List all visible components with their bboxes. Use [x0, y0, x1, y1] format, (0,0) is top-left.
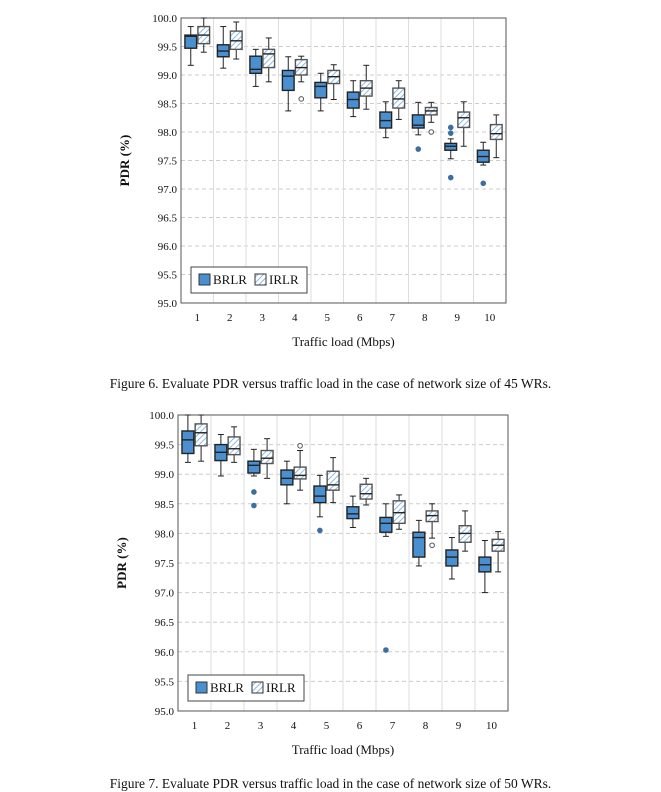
- x-tick-label: 1: [195, 312, 201, 324]
- x-tick-label: 7: [390, 312, 396, 324]
- y-tick-label: 98.0: [155, 528, 175, 540]
- irlr-box: [262, 48, 276, 69]
- y-tick-label: 95.5: [158, 270, 178, 282]
- brlr-box: [184, 34, 198, 49]
- x-tick-label: 2: [227, 312, 233, 324]
- brlr-outlier: [447, 174, 454, 181]
- x-tick-label: 5: [324, 720, 330, 732]
- y-tick-label: 96.0: [158, 241, 178, 253]
- legend-swatch-irlr: [251, 681, 264, 694]
- x-tick-label: 2: [225, 720, 231, 732]
- irlr-box: [359, 483, 373, 500]
- y-tick-label: 95.0: [155, 706, 175, 718]
- irlr-box: [260, 449, 274, 465]
- brlr-outlier: [251, 502, 257, 509]
- x-tick-label: 6: [357, 720, 363, 732]
- legend: [187, 674, 305, 702]
- legend-label-irlr: IRLR: [266, 680, 296, 695]
- brlr-box: [379, 516, 393, 533]
- y-tick-label: 99.0: [158, 70, 178, 82]
- y-tick-label: 97.5: [155, 558, 175, 570]
- irlr-box: [457, 111, 471, 129]
- x-tick-label: 7: [390, 720, 396, 732]
- figure-6-caption: Figure 6. Evaluate PDR versus traffic lo…: [109, 376, 552, 391]
- plot-frame: [180, 17, 507, 304]
- x-tick-label: 3: [258, 720, 264, 732]
- y-tick-label: 98.5: [155, 499, 175, 511]
- y-tick-label: 100.0: [152, 13, 177, 25]
- irlr-box: [227, 436, 241, 456]
- irlr-box: [489, 123, 503, 141]
- irlr-outlier: [298, 96, 305, 102]
- brlr-outlier: [447, 124, 454, 131]
- x-tick-label: 9: [456, 720, 462, 732]
- y-tick-label: 100.0: [149, 410, 174, 422]
- y-axis-label: PDR (%): [117, 135, 132, 187]
- brlr-outlier: [383, 647, 389, 653]
- x-tick-label: 8: [422, 312, 428, 324]
- brlr-box: [346, 506, 360, 520]
- brlr-box: [412, 531, 426, 558]
- x-tick-label: 10: [484, 312, 496, 324]
- brlr-box: [281, 69, 295, 92]
- brlr-box: [445, 549, 459, 567]
- x-tick-label: 10: [486, 720, 498, 732]
- irlr-box: [326, 470, 340, 491]
- y-tick-label: 96.5: [158, 213, 178, 225]
- legend-label-brlr: BRLR: [213, 272, 247, 287]
- x-tick-label: 6: [357, 312, 363, 324]
- y-tick-label: 99.5: [158, 42, 178, 54]
- y-tick-label: 98.0: [158, 127, 178, 139]
- y-tick-label: 97.0: [158, 184, 178, 196]
- brlr-outlier: [480, 180, 487, 187]
- y-tick-label: 95.5: [155, 676, 175, 688]
- x-tick-label: 1: [192, 720, 198, 732]
- figure-7-chart: 95.0 95.5 96.0 96.5 97.0 97.5 98.0 98.5 99.0 99.5…: [114, 410, 509, 757]
- brlr-box: [181, 430, 195, 455]
- x-tick-label: 4: [292, 312, 298, 324]
- legend-swatch-brlr: [195, 681, 208, 694]
- brlr-box: [249, 55, 263, 74]
- brlr-outlier: [415, 146, 422, 152]
- brlr-box: [280, 469, 294, 486]
- brlr-box: [314, 81, 328, 99]
- irlr-box: [293, 466, 307, 480]
- y-axis-label: PDR (%): [114, 537, 129, 589]
- brlr-outlier: [447, 130, 454, 136]
- irlr-outlier: [428, 129, 435, 135]
- brlr-box: [247, 460, 261, 474]
- y-tick-label: 97.0: [155, 588, 175, 600]
- x-tick-label: 9: [455, 312, 461, 324]
- irlr-outlier: [429, 542, 435, 549]
- legend-label-brlr: BRLR: [210, 680, 244, 695]
- y-tick-label: 96.5: [155, 617, 175, 629]
- irlr-outlier: [297, 442, 303, 449]
- y-tick-label: 99.0: [155, 469, 175, 481]
- x-tick-label: 3: [260, 312, 266, 324]
- legend-swatch-brlr: [198, 273, 211, 286]
- y-tick-label: 98.5: [158, 99, 178, 111]
- figure-6-chart: 95.0 95.5 96.0 96.5 97.0 97.5 98.0 98.5 99.0 99.5…: [117, 13, 507, 349]
- x-axis-label: Traffic load (Mbps): [292, 334, 395, 349]
- y-tick-label: 99.5: [155, 440, 175, 452]
- y-tick-label: 95.0: [158, 298, 178, 310]
- brlr-box: [411, 114, 425, 129]
- legend-label-irlr: IRLR: [269, 272, 299, 287]
- brlr-outlier: [251, 489, 257, 495]
- x-tick-label: 4: [291, 720, 297, 732]
- x-tick-label: 8: [423, 720, 429, 732]
- brlr-box: [313, 485, 327, 504]
- figure-7-caption: Figure 7. Evaluate PDR versus traffic lo…: [109, 776, 552, 791]
- irlr-box: [392, 87, 406, 109]
- x-tick-label: 5: [325, 312, 331, 324]
- x-axis-label: Traffic load (Mbps): [292, 742, 395, 757]
- plot-frame: [177, 414, 509, 712]
- y-tick-label: 97.5: [158, 156, 178, 168]
- irlr-box: [194, 423, 208, 447]
- legend-swatch-irlr: [254, 273, 267, 286]
- brlr-outlier: [317, 527, 323, 534]
- y-tick-label: 96.0: [155, 647, 175, 659]
